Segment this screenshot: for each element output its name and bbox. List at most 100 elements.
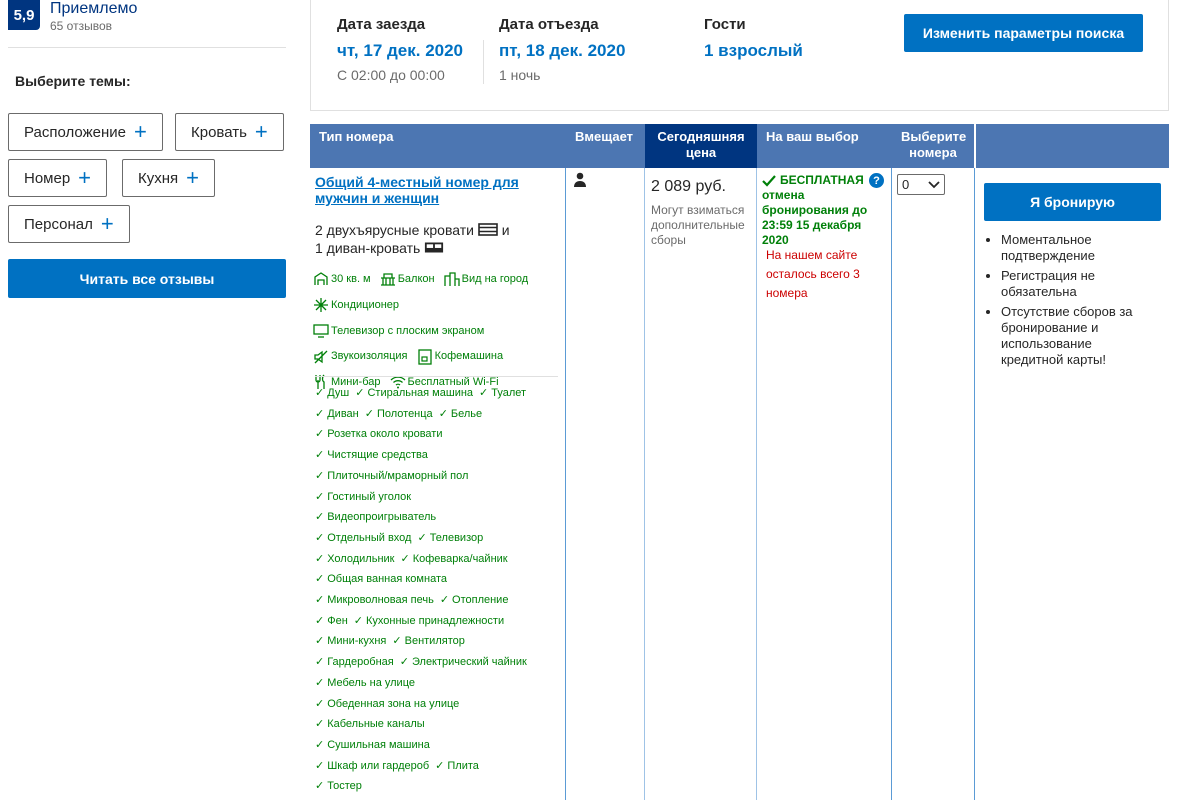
benefit-item: Моментальное подтверждение [1001,232,1151,264]
topic-chip-location[interactable]: Расположение [8,113,163,151]
facility-item: Мини-бар [313,372,380,393]
area-icon [314,272,328,286]
amenity-item: Шкаф или гардероб [315,760,429,772]
checkin-date[interactable]: чт, 17 дек. 2020 [337,41,464,60]
search-summary: Дата заезда чт, 17 дек. 2020 С 02:00 до … [310,0,1169,111]
minibar-icon [315,374,325,390]
coffee-machine-icon [417,348,432,365]
plus-icon [134,121,147,143]
review-score-word: Приемлемо [50,0,138,17]
amenity-item: Туалет [479,387,526,399]
topic-chip-room[interactable]: Номер [8,159,108,197]
amenity-item: Мини-кухня [315,635,386,647]
amenity-item: Розетка около кровати [315,428,442,440]
checkin-label: Дата заезда [337,16,426,33]
bed-info: 2 двухъярусные кровати и 1 диван-кровать [315,221,560,257]
column-divider [644,168,645,800]
facility-item: 30 кв. м [313,269,371,290]
amenity-item: Кухонные принадлежности [354,615,504,627]
amenity-row: Сушильная машина [315,735,565,756]
amenity-row: Микроволновая печь Отопление [315,590,565,611]
facility-item: Кондиционер [313,295,399,316]
review-count: 65 отзывов [50,19,113,33]
amenity-item: Кабельные каналы [315,718,425,730]
topic-chip-label: Кровать [191,123,247,141]
room-name-link[interactable]: Общий 4-местный номер для мужчин и женщи… [315,174,519,206]
header-select-rooms: Выберите номера [892,124,974,168]
room-facilities: 30 кв. м Балкон Вид на город Кондиционер… [313,269,558,398]
amenity-item: Сушильная машина [315,739,430,751]
topic-chip-bed[interactable]: Кровать [175,113,284,151]
amenity-row: Общая ванная комната [315,569,565,590]
header-price: Сегодняшняя цена [645,124,757,168]
amenity-row: Розетка около кровати [315,424,565,445]
amenity-row: Фен Кухонные принадлежности [315,611,565,632]
plus-icon [101,213,114,235]
free-cancellation-text: БЕСПЛАТНАЯ отмена бронирования до 23:59 … [762,173,868,247]
checkout-date[interactable]: пт, 18 дек. 2020 [499,41,626,60]
amenity-item: Видеопроигрыватель [315,511,436,523]
amenity-row: Гардеробная Электрический чайник [315,652,565,673]
room-quantity-select[interactable]: 0 [897,174,945,195]
benefit-item: Отсутствие сборов за бронирование и испо… [1001,304,1151,368]
amenity-row: Обеденная зона на улице [315,694,565,715]
benefit-item: Регистрация не обязательна [1001,268,1151,300]
column-divider [756,168,757,800]
amenity-item: Микроволновая печь [315,594,434,606]
amenity-row: Мини-кухня Вентилятор [315,631,565,652]
column-divider [891,168,892,800]
header-room-type: Тип номера [310,124,566,168]
read-all-reviews-button[interactable]: Читать все отзывы [8,259,286,298]
facility-item: Балкон [380,269,435,290]
topic-chip-kitchen[interactable]: Кухня [122,159,216,197]
checkout-block: Дата отъезда пт, 18 дек. 2020 1 ночь [499,16,625,83]
column-divider [565,168,566,800]
amenity-item: Обеденная зона на улице [315,698,459,710]
help-icon[interactable]: ? [869,173,884,188]
amenity-item: Отопление [440,594,509,606]
tv-icon [313,324,329,338]
book-button[interactable]: Я бронирую [984,183,1161,221]
amenity-item: Электрический чайник [400,656,527,668]
amenity-item: Плита [435,760,479,772]
amenity-item: Телевизор [417,532,483,544]
header-book [976,124,1169,168]
amenity-item: Плиточный/мраморный пол [315,470,468,482]
balcony-icon [380,273,395,286]
wifi-icon [390,376,406,389]
amenity-row: Холодильник Кофеварка/чайник [315,549,565,570]
checkin-block: Дата заезда чт, 17 дек. 2020 С 02:00 до … [337,16,463,83]
room-table: Тип номера Вмещает Сегодняшняя цена На в… [310,124,1169,800]
amenity-item: Белье [439,408,482,420]
guests-value[interactable]: 1 взрослый [704,41,803,60]
amenity-item: Отдельный вход [315,532,411,544]
topic-chip-staff[interactable]: Персонал [8,205,130,243]
checkout-label: Дата отъезда [499,16,599,33]
bunk-bed-icon [478,223,498,236]
rooms-left-warning: На нашем сайте осталось всего 3 номера [766,248,860,300]
room-quantity-value: 0 [902,177,910,192]
amenity-item: Холодильник [315,553,394,565]
topic-chip-label: Расположение [24,123,126,141]
topic-chip-label: Номер [24,169,71,187]
sofa-bed-text: 1 диван-кровать [315,240,421,256]
amenity-item: Гостиный уголок [315,491,411,503]
facility-item: Вид на город [443,269,528,290]
amenity-item: Кофеварка/чайник [400,553,507,565]
amenity-item: Душ [315,387,349,399]
soundproof-icon [314,350,328,363]
room-amenities: Душ Стиральная машина Туалет Диван Полотенц… [315,383,565,797]
room-price: 2 089 руб. [651,178,726,195]
amenity-item: Стиральная машина [355,387,473,399]
facility-item: Звукоизоляция [313,346,408,367]
amenity-row: Гостиный уголок [315,487,565,508]
topics-title: Выберите темы: [15,73,131,89]
change-search-button[interactable]: Изменить параметры поиска [904,14,1143,52]
bunk-beds-text: 2 двухъярусные кровати [315,222,474,238]
review-score-badge: 5,9 [8,0,40,30]
amenity-row: Диван Полотенца Белье [315,404,565,425]
plus-icon [78,167,91,189]
amenity-item: Гардеробная [315,656,394,668]
topic-chip-label: Персонал [24,215,93,233]
amenity-row: Шкаф или гардероб Плита [315,756,565,777]
